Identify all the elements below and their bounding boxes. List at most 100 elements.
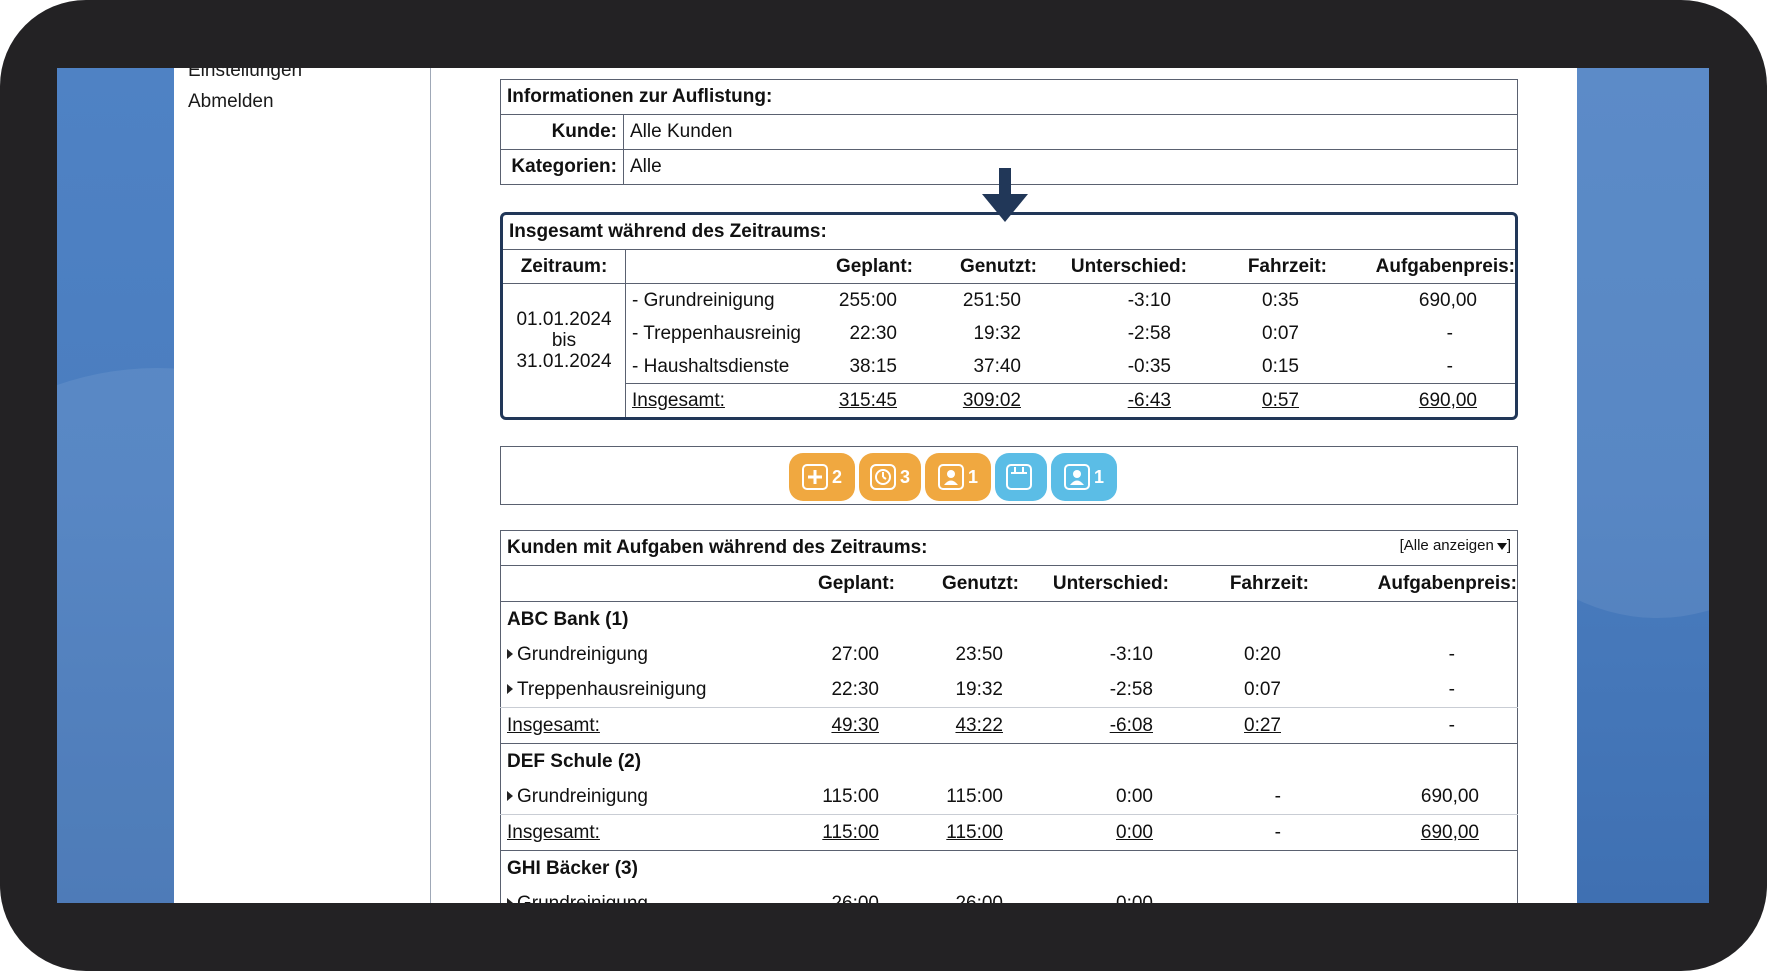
customers-title: Kunden mit Aufgaben während des Zeitraum…: [507, 537, 928, 558]
show-all-bracket: ]: [1506, 537, 1511, 554]
expand-icon[interactable]: [507, 791, 513, 802]
sum-price[interactable]: 690,00: [1315, 814, 1518, 851]
badge-employee[interactable]: 1: [925, 453, 991, 501]
sum-difference[interactable]: 0:00: [1025, 814, 1175, 851]
travel: 0:07: [1244, 678, 1281, 700]
customer-name[interactable]: ABC Bank (1): [507, 608, 629, 630]
col-difference: Unterschied:: [1025, 565, 1175, 602]
used: 115:00: [946, 785, 1003, 807]
table-row: - Haushaltsdienste 38:15 37:40 -0:35 0:1…: [503, 350, 1515, 383]
table-row[interactable]: Grundreinigung 115:00 115:00 0:00 - 690,…: [501, 779, 1518, 815]
task-name: Grundreinigung: [517, 643, 648, 665]
task-cell: Grundreinigung: [501, 779, 790, 815]
price: -: [1448, 678, 1455, 700]
user-icon: [937, 464, 964, 490]
travel: 0:20: [1244, 643, 1281, 665]
totals-table: Insgesamt während des Zeitraums: Zeitrau…: [500, 212, 1518, 420]
show-all-label: [Alle anzeigen: [1399, 537, 1494, 554]
expand-icon[interactable]: [507, 684, 513, 695]
col-travel: Fahrzeit:: [1175, 565, 1315, 602]
task-cell: Grundreinigung: [501, 886, 790, 903]
spacer: [509, 372, 619, 392]
sum-label[interactable]: Insgesamt:: [500, 814, 789, 851]
sum-travel: -: [1175, 814, 1315, 851]
used: 251:50: [962, 289, 1021, 311]
totals-title: Insgesamt während des Zeitraums:: [503, 215, 1515, 250]
price: [1315, 886, 1518, 903]
price: -: [1446, 355, 1453, 377]
sum-label[interactable]: Insgesamt:: [626, 383, 807, 417]
sidebar-item-settings[interactable]: Einstellungen: [188, 68, 303, 81]
period-sep: bis: [551, 330, 577, 351]
difference: -2:58: [1109, 678, 1153, 700]
customer-name[interactable]: GHI Bäcker (3): [507, 857, 638, 879]
planned: 255:00: [838, 289, 897, 311]
badge-count: 1: [967, 466, 978, 487]
travel: 0:07: [1262, 322, 1299, 344]
badge-count: 1: [1093, 466, 1104, 487]
sum-price: -: [1315, 707, 1518, 744]
customer-group-row: GHI Bäcker (3): [501, 851, 1518, 887]
difference: -3:10: [1127, 289, 1171, 311]
customer-group-row: DEF Schule (2): [501, 744, 1518, 780]
calendar-icon: [1006, 464, 1032, 490]
col-price: Aufgabenpreis:: [1333, 250, 1515, 284]
badge-calendar[interactable]: [995, 453, 1047, 501]
price: 690,00: [1420, 785, 1479, 807]
expand-icon[interactable]: [507, 649, 513, 660]
info-table: Informationen zur Auflistung: Kunde: All…: [500, 79, 1518, 185]
user-icon: [1063, 464, 1090, 490]
sum-difference[interactable]: -6:08: [1025, 707, 1175, 744]
table-row[interactable]: Grundreinigung 27:00 23:50 -3:10 0:20 -: [501, 637, 1518, 672]
sum-difference[interactable]: -6:43: [1043, 383, 1193, 417]
task-cell: Grundreinigung: [501, 637, 790, 672]
badge-customer[interactable]: 1: [1051, 453, 1117, 501]
used: 19:32: [973, 322, 1021, 344]
expand-icon[interactable]: [507, 898, 513, 903]
difference: -2:58: [1127, 322, 1171, 344]
col-planned: Geplant:: [789, 565, 901, 602]
sidebar-item-logout[interactable]: Abmelden: [188, 91, 274, 112]
customers-table: Kunden mit Aufgaben während des Zeitraum…: [500, 530, 1518, 903]
caret-down-icon: [1496, 542, 1507, 550]
planned: 115:00: [822, 785, 879, 807]
info-label: Kategorien:: [500, 149, 624, 185]
sum-used[interactable]: 309:02: [919, 383, 1043, 417]
badge-time[interactable]: 3: [859, 453, 921, 501]
sum-planned[interactable]: 49:30: [789, 707, 901, 744]
sum-used[interactable]: 43:22: [901, 707, 1025, 744]
used: 37:40: [973, 355, 1021, 377]
show-all-dropdown[interactable]: [Alle anzeigen]: [1400, 537, 1511, 554]
planned: 22:30: [831, 678, 879, 700]
table-row[interactable]: Grundreinigung 26:00 26:00 0:00: [501, 886, 1518, 903]
task-name: Treppenhausreinigung: [517, 678, 707, 700]
badge-count: 2: [831, 466, 842, 487]
totals-header-row: Zeitraum: Geplant: Genutzt: Unterschied:…: [503, 250, 1515, 284]
col-period: Zeitraum:: [503, 250, 626, 284]
col-task: [500, 565, 789, 602]
table-row[interactable]: Treppenhausreinigung 22:30 19:32 -2:58 0…: [501, 672, 1518, 708]
planned: 38:15: [849, 355, 897, 377]
task-name: - Haushaltsdienste: [632, 355, 790, 377]
travel: [1175, 886, 1315, 903]
sum-travel[interactable]: 0:27: [1175, 707, 1315, 744]
sum-planned[interactable]: 115:00: [789, 814, 901, 851]
clock-icon: [869, 464, 896, 490]
task-name: - Grundreinigung: [632, 289, 775, 311]
badge-new-tasks[interactable]: 2: [789, 453, 855, 501]
difference: 0:00: [1116, 892, 1153, 904]
difference: 0:00: [1116, 785, 1153, 807]
sum-label[interactable]: Insgesamt:: [500, 707, 789, 744]
sum-price[interactable]: 690,00: [1333, 383, 1515, 417]
customer-name[interactable]: DEF Schule (2): [507, 750, 642, 772]
table-row: - Treppenhausreinig 22:30 19:32 -2:58 0:…: [503, 317, 1515, 350]
sum-used[interactable]: 115:00: [901, 814, 1025, 851]
sum-planned[interactable]: 315:45: [807, 383, 919, 417]
customers-title-row: Kunden mit Aufgaben während des Zeitraum…: [500, 530, 1518, 566]
task-name: Grundreinigung: [517, 785, 648, 807]
col-difference: Unterschied:: [1043, 250, 1193, 284]
sum-travel[interactable]: 0:57: [1193, 383, 1333, 417]
col-used: Genutzt:: [919, 250, 1043, 284]
